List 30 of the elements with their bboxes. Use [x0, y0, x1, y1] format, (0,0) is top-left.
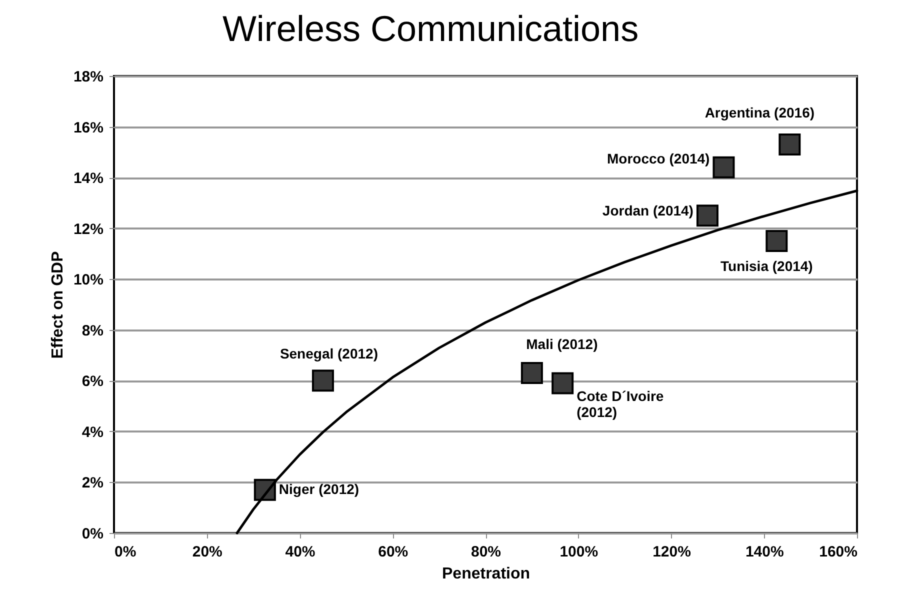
annotation: Argentina (2016) [704, 104, 815, 121]
x-tick-label: 20% [192, 544, 222, 560]
y-axis-title: Effect on GDP [49, 250, 66, 359]
x-tick-label: 40% [285, 544, 316, 560]
annotation: Mali (2012) [526, 336, 598, 352]
y-tick-label: 0% [82, 526, 104, 542]
y-tick-label: 4% [82, 424, 104, 441]
y-tick-label: 6% [82, 373, 104, 390]
x-tick-label: 160% [819, 544, 858, 560]
annotation: Morocco (2014) [607, 150, 710, 166]
x-tick-label: 140% [745, 544, 784, 560]
x-tick-label: 100% [560, 544, 598, 560]
annotation: Jordan (2014) [602, 202, 694, 219]
annotation: Niger (2012) [278, 480, 360, 497]
x-tick-label: 0% [114, 544, 136, 560]
y-tick-label: 8% [82, 322, 104, 340]
y-tick-label: 12% [73, 220, 104, 238]
x-tick-label: 80% [470, 544, 502, 560]
x-tick-label: 120% [652, 544, 691, 560]
annotation: Senegal (2012) [280, 346, 378, 362]
chart-title: Wireless Communications [222, 8, 639, 49]
y-tick-label: 10% [73, 272, 104, 289]
y-tick-label: 2% [82, 474, 104, 492]
x-tick-label: 60% [378, 544, 408, 560]
annotation: Cote D´Ivoire (2012) [576, 388, 664, 420]
x-axis-title: Penetration [442, 566, 530, 582]
y-tick-label: 18% [73, 68, 104, 86]
annotation: Tunisia (2014) [720, 258, 813, 274]
y-tick-label: 14% [73, 170, 104, 188]
y-tick-label: 16% [73, 119, 104, 136]
